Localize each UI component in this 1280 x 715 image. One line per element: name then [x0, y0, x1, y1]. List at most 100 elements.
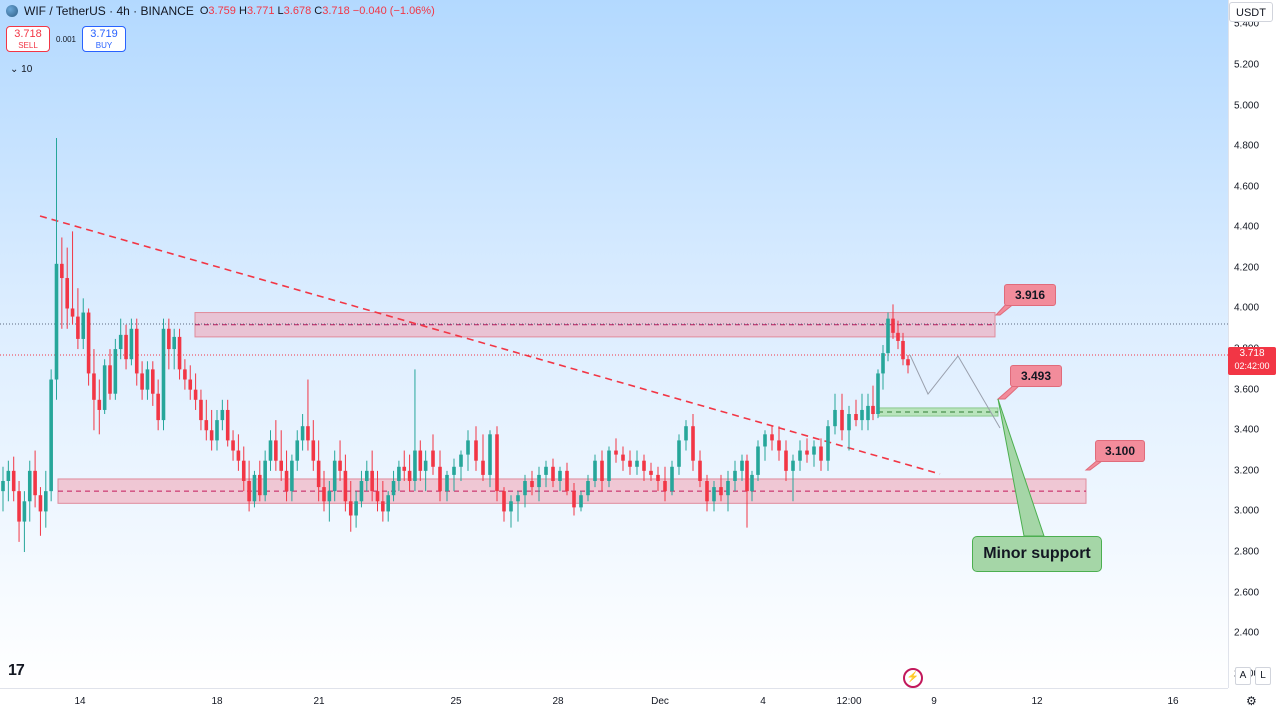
candle-body	[413, 450, 417, 481]
candle	[866, 393, 870, 431]
candle-body	[551, 466, 555, 481]
log-scale-button[interactable]: L	[1255, 667, 1271, 685]
candle-body	[466, 440, 470, 455]
candle	[418, 440, 423, 481]
sell-label: SELL	[18, 41, 38, 50]
candle-body	[343, 470, 348, 502]
chart-area[interactable]: WIF / TetherUS · 4h · BINANCE O3.759 H3.…	[0, 0, 1228, 688]
sell-price: 3.718	[14, 28, 42, 40]
candle-body	[204, 420, 209, 431]
candle	[311, 420, 316, 471]
price-tick-label: 3.600	[1234, 384, 1260, 396]
candle-body	[805, 450, 809, 455]
time-tick-label: 9	[931, 696, 937, 707]
candle-body	[22, 501, 27, 522]
candle-body	[386, 495, 390, 512]
time-axis[interactable]: 14 18 21 25 28 Dec 4 12:00 9 12 16	[0, 688, 1228, 715]
candle	[252, 470, 257, 508]
candle-body	[860, 409, 864, 421]
candle	[102, 359, 107, 415]
candle-body	[348, 501, 353, 516]
candle-body	[642, 460, 646, 471]
candle	[474, 426, 478, 471]
time-tick-label: 14	[74, 696, 86, 707]
candle	[621, 446, 625, 471]
candle-body	[740, 460, 744, 471]
symbol-header: WIF / TetherUS · 4h · BINANCE O3.759 H3.…	[6, 4, 435, 18]
candle	[745, 454, 749, 528]
candle-body	[656, 474, 660, 481]
candle	[76, 288, 80, 350]
time-tick-label: 21	[313, 696, 325, 707]
candle-body	[65, 278, 69, 309]
minor-support-callout[interactable]: Minor support	[972, 536, 1102, 572]
candle-body	[876, 373, 880, 415]
candle	[593, 454, 597, 488]
candle	[172, 328, 176, 370]
candle-body	[86, 312, 91, 374]
candle	[628, 450, 632, 475]
candle	[600, 450, 604, 492]
candle	[188, 365, 193, 400]
minor-support-label[interactable]: 3.493	[1010, 365, 1062, 387]
resistance-label[interactable]: 3.916	[1004, 284, 1056, 306]
price-axis[interactable]: 5.400 5.200 5.000 4.800 4.600 4.400 4.200 4.000…	[1228, 0, 1280, 688]
sell-button[interactable]: 3.718 SELL	[6, 26, 50, 52]
candle-body	[745, 460, 749, 492]
candle-body	[359, 480, 364, 502]
candle	[537, 466, 541, 502]
candle-body	[381, 501, 385, 512]
candle	[719, 474, 723, 502]
candle-body	[1, 480, 5, 492]
candle-body	[118, 334, 123, 350]
candle	[92, 349, 96, 431]
currency-button[interactable]: USDT	[1229, 2, 1273, 22]
candle	[370, 450, 374, 502]
candle-body	[140, 373, 144, 390]
buy-button[interactable]: 3.719 BUY	[82, 26, 126, 52]
indicator-toggle[interactable]: ⌄ 10	[10, 64, 33, 75]
candle	[215, 409, 219, 451]
candle	[770, 426, 774, 451]
candle	[365, 460, 369, 492]
candle-body	[866, 405, 870, 421]
candle	[118, 318, 123, 360]
candle	[27, 460, 32, 522]
candle-body	[572, 491, 576, 508]
candle	[354, 491, 358, 528]
candle	[49, 369, 53, 502]
candle	[906, 355, 910, 374]
candle	[558, 466, 562, 492]
candle-body	[756, 446, 760, 475]
auto-scale-button[interactable]: A	[1235, 667, 1251, 685]
gear-icon[interactable]: ⚙	[1246, 694, 1257, 708]
candle	[705, 474, 709, 512]
candle	[516, 491, 520, 522]
candle-body	[161, 328, 166, 421]
symbol-title[interactable]: WIF / TetherUS · 4h · BINANCE	[24, 4, 194, 18]
candle	[423, 450, 428, 492]
candle	[295, 430, 300, 471]
candle-body	[495, 434, 499, 492]
candle-body	[733, 470, 737, 481]
candle	[663, 466, 667, 502]
candle	[247, 460, 251, 512]
candle	[306, 379, 310, 451]
candle-body	[691, 426, 695, 461]
price-chart[interactable]	[0, 0, 1228, 688]
price-tick-label: 2.600	[1234, 587, 1260, 599]
lightning-icon[interactable]: ⚡	[903, 668, 923, 688]
candle-body	[145, 369, 150, 390]
candle-body	[38, 495, 43, 512]
candle	[488, 430, 492, 488]
low-label: L	[277, 5, 284, 17]
candle	[891, 304, 895, 339]
change-value: −0.040 (−1.06%)	[352, 5, 435, 17]
support-label[interactable]: 3.100	[1095, 440, 1145, 462]
candle	[649, 462, 653, 481]
candle-body	[54, 263, 59, 380]
candle	[495, 426, 499, 502]
ohlc-readout: O3.759 H3.771 L3.678 C3.718 −0.040 (−1.0…	[200, 5, 435, 17]
candle	[167, 318, 171, 370]
candle	[204, 399, 209, 441]
